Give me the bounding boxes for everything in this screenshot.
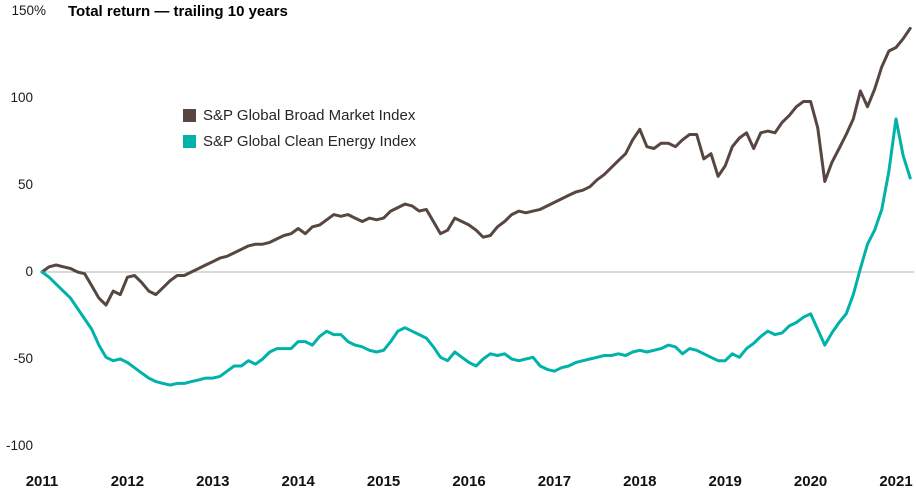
line-s-p-global-clean-energy-index <box>40 117 912 387</box>
chart-title: Total return — trailing 10 years <box>68 3 288 20</box>
x-axis-tick-label: 2018 <box>623 473 657 490</box>
x-axis-tick-label: 2016 <box>452 473 486 490</box>
y-axis-tick-label: 100 <box>10 90 33 105</box>
x-axis-tick-label: 2014 <box>281 473 315 490</box>
y-axis-tick-label: 150% <box>11 3 46 18</box>
line-s-p-global-broad-market-index <box>40 26 912 307</box>
x-axis-tick-label: 2015 <box>366 473 401 490</box>
x-axis-tick-label: 2021 <box>879 473 913 490</box>
x-axis-tick-label: 2020 <box>793 473 828 490</box>
x-axis-tick-label: 2013 <box>196 473 230 490</box>
y-axis-tick-label: -100 <box>5 438 33 453</box>
clean-energy-swatch-icon <box>183 134 196 148</box>
x-axis-tick-label: 2011 <box>25 473 59 490</box>
legend-label-broad-market: S&P Global Broad Market Index <box>203 106 416 124</box>
legend-item-broad-market: S&P Global Broad Market Index <box>183 102 416 128</box>
legend: S&P Global Broad Market Index S&P Global… <box>183 102 416 154</box>
broad-market-swatch-icon <box>183 108 196 122</box>
legend-item-clean-energy: S&P Global Clean Energy Index <box>183 128 416 154</box>
y-axis-tick-label: 50 <box>17 177 33 192</box>
legend-label-clean-energy: S&P Global Clean Energy Index <box>203 132 417 150</box>
x-axis-tick-label: 2017 <box>537 473 572 490</box>
y-axis-tick-label: 0 <box>25 264 33 279</box>
x-axis-tick-label: 2019 <box>708 473 742 490</box>
y-axis-tick-label: -50 <box>13 351 33 366</box>
x-axis-tick-label: 2012 <box>110 473 145 490</box>
